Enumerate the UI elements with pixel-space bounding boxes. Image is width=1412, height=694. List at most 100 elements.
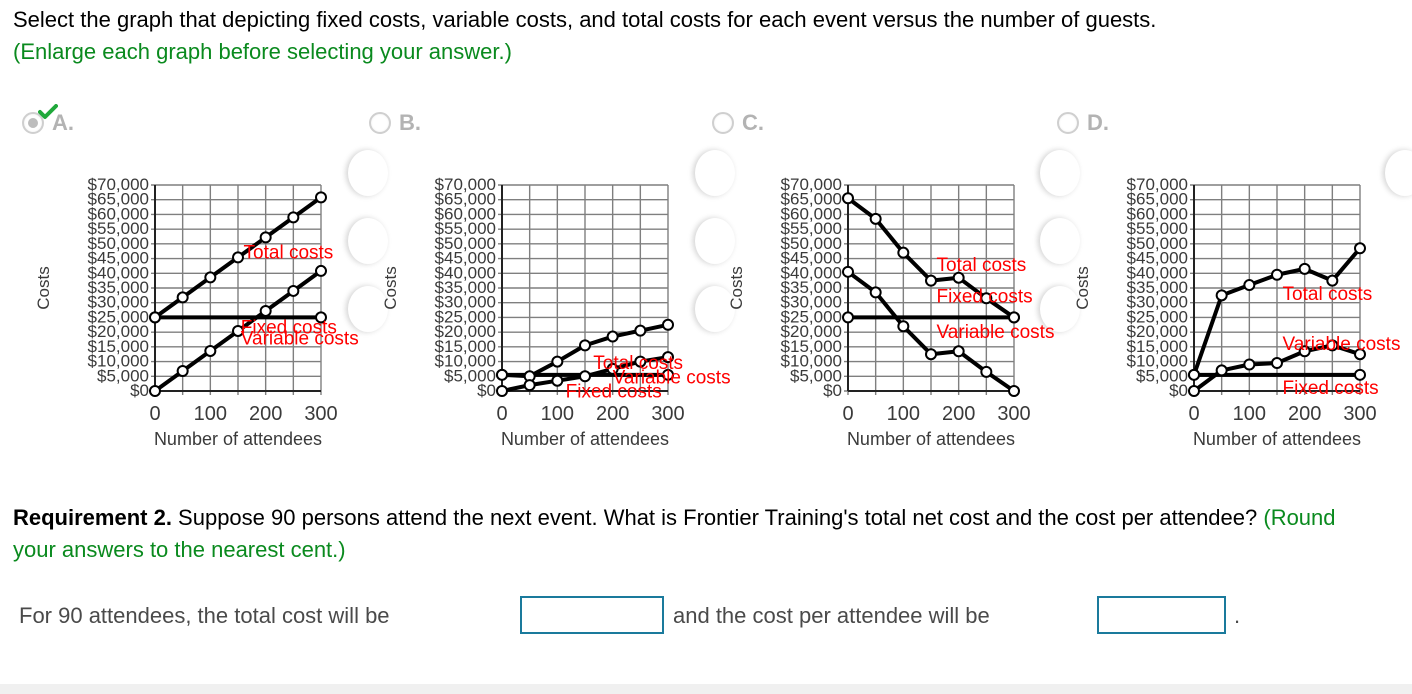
series-label: Total costs xyxy=(1283,284,1373,305)
requirement-hint: (Round your answers to the nearest cent.… xyxy=(13,505,1336,562)
data-point xyxy=(1215,289,1228,302)
data-point xyxy=(1243,279,1256,292)
y-axis-label: Costs xyxy=(727,266,746,309)
plot-area: $0$5,000$10,000$15,000$20,000$25,000$30,… xyxy=(34,175,338,449)
data-point xyxy=(259,304,272,317)
y-tick-label: $35,000 xyxy=(88,278,149,297)
y-tick-label: $35,000 xyxy=(435,278,496,297)
data-point xyxy=(1215,364,1228,377)
enlarge-graph-b-button[interactable] xyxy=(695,150,735,196)
option-a-radio[interactable] xyxy=(22,104,58,134)
series-label: Variable costs xyxy=(613,368,731,389)
plot-area: $0$5,000$10,000$15,000$20,000$25,000$30,… xyxy=(727,175,1031,449)
y-axis-label: Costs xyxy=(381,266,400,309)
y-tick-label: $45,000 xyxy=(435,249,496,268)
option-c-radio[interactable] xyxy=(712,112,734,134)
data-point xyxy=(1354,348,1366,361)
y-tick-label: $10,000 xyxy=(781,352,842,371)
data-point xyxy=(897,246,910,259)
data-point xyxy=(232,251,244,264)
data-point xyxy=(842,192,854,205)
option-b-radio[interactable] xyxy=(369,112,391,134)
data-point xyxy=(551,355,564,368)
data-point xyxy=(551,374,564,387)
y-tick-label: $30,000 xyxy=(781,293,842,312)
enlarge-graph-a-button[interactable] xyxy=(348,150,388,196)
series-label: Fixed costs xyxy=(937,287,1033,308)
data-point xyxy=(606,362,619,375)
question-hint: (Enlarge each graph before selecting you… xyxy=(13,39,512,64)
footer-bar xyxy=(0,684,1412,694)
zoom-out-graph-b-button[interactable] xyxy=(695,286,735,332)
y-tick-label: $40,000 xyxy=(435,263,496,282)
y-tick-label: $10,000 xyxy=(435,352,496,371)
x-tick-label: 100 xyxy=(1233,403,1266,425)
data-point xyxy=(149,311,161,324)
option-c-label: C. xyxy=(742,110,764,135)
y-tick-label: $5,000 xyxy=(97,366,149,385)
y-tick-label: $35,000 xyxy=(1127,278,1188,297)
data-point xyxy=(579,339,591,352)
data-point xyxy=(869,286,882,299)
series-label: Fixed costs xyxy=(1283,378,1379,399)
y-tick-label: $25,000 xyxy=(781,307,842,326)
y-tick-label: $15,000 xyxy=(88,337,149,356)
zoom-in-graph-b-button[interactable] xyxy=(695,218,735,264)
y-tick-label: $10,000 xyxy=(1127,352,1188,371)
y-tick-label: $25,000 xyxy=(88,307,149,326)
data-point xyxy=(662,351,674,364)
data-point xyxy=(315,191,327,204)
y-tick-label: $5,000 xyxy=(790,366,842,385)
checkmark-icon xyxy=(38,104,58,119)
y-tick-label: $65,000 xyxy=(435,190,496,209)
data-point xyxy=(1008,311,1020,324)
y-tick-label: $70,000 xyxy=(88,175,149,194)
y-tick-label: $65,000 xyxy=(1127,190,1188,209)
y-axis-label: Costs xyxy=(1073,266,1092,309)
option-d-radio[interactable] xyxy=(1057,112,1079,134)
answer-prefix: For 90 attendees, the total cost will be xyxy=(19,603,390,628)
data-point xyxy=(1188,368,1200,381)
data-point xyxy=(315,311,327,324)
y-tick-label: $30,000 xyxy=(88,293,149,312)
data-point xyxy=(496,385,508,397)
series-label: Variable costs xyxy=(241,329,359,350)
y-tick-label: $15,000 xyxy=(1127,337,1188,356)
data-point xyxy=(204,271,217,284)
y-tick-label: $50,000 xyxy=(88,234,149,253)
option-b[interactable]: B. xyxy=(369,108,421,138)
series-label: Variable costs xyxy=(937,322,1055,343)
data-point xyxy=(259,231,272,244)
series-label: Total costs xyxy=(937,255,1027,276)
y-tick-label: $40,000 xyxy=(88,263,149,282)
data-point xyxy=(1298,345,1311,358)
x-axis-label: Number of attendees xyxy=(1193,429,1361,449)
cost-per-attendee-input[interactable] xyxy=(1097,596,1226,634)
zoom-out-graph-c-button[interactable] xyxy=(1040,286,1080,332)
x-tick-label: 0 xyxy=(842,403,853,425)
x-axis-label: Number of attendees xyxy=(847,429,1015,449)
y-tick-label: $55,000 xyxy=(781,219,842,238)
total-cost-input[interactable] xyxy=(520,596,664,634)
zoom-out-graph-a-button[interactable] xyxy=(348,286,388,332)
zoom-in-graph-a-button[interactable] xyxy=(348,218,388,264)
option-a[interactable]: A. xyxy=(22,104,74,138)
y-tick-label: $5,000 xyxy=(444,366,496,385)
option-d-label: D. xyxy=(1087,110,1109,135)
y-tick-label: $30,000 xyxy=(1127,293,1188,312)
enlarge-graph-c-button[interactable] xyxy=(1040,150,1080,196)
y-tick-label: $40,000 xyxy=(781,263,842,282)
y-tick-label: $0 xyxy=(130,381,149,400)
x-tick-label: 200 xyxy=(942,403,975,425)
data-point xyxy=(287,211,300,224)
data-point xyxy=(176,364,189,377)
y-tick-label: $0 xyxy=(477,381,496,400)
data-point xyxy=(1354,242,1366,255)
data-point xyxy=(952,271,965,284)
option-c[interactable]: C. xyxy=(712,108,764,138)
enlarge-graph-d-button[interactable] xyxy=(1385,150,1412,196)
zoom-in-graph-c-button[interactable] xyxy=(1040,218,1080,264)
data-point xyxy=(1243,358,1256,371)
y-tick-label: $50,000 xyxy=(1127,234,1188,253)
option-d[interactable]: D. xyxy=(1057,108,1109,138)
